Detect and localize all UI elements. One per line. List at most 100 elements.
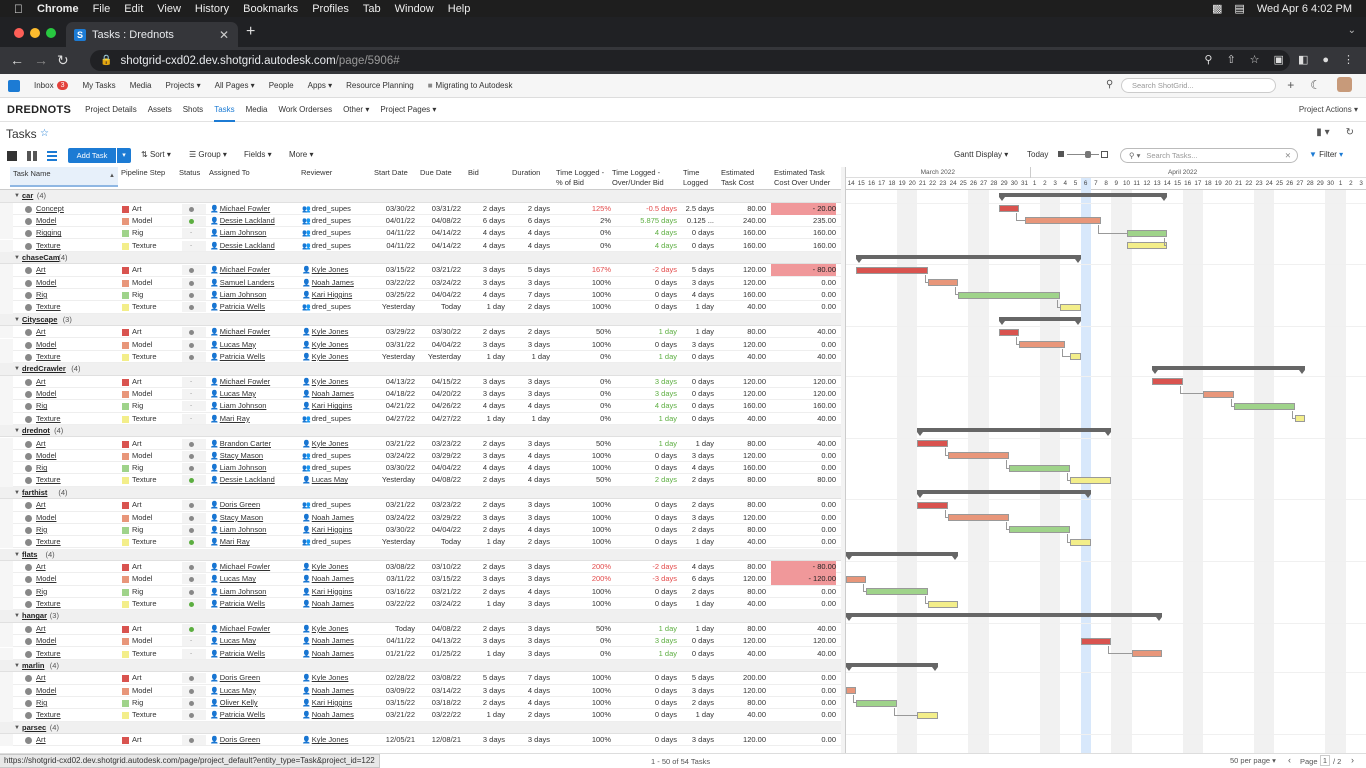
group-name[interactable]: dredCrawler [22, 364, 66, 374]
gantt-display-menu[interactable]: Gantt Display ▾ [954, 150, 1009, 159]
task-row[interactable]: Art Art 👤Doris Green 👤Kyle Jones 12/05/21 12/… [0, 734, 841, 747]
due-date[interactable]: 03/15/22 [431, 574, 461, 584]
gantt-task-bar[interactable] [999, 205, 1020, 213]
assigned-to-field[interactable]: 👤Michael Fowler [210, 623, 300, 636]
assignee-link[interactable]: Michael Fowler [219, 203, 271, 213]
bid[interactable]: 2 days [482, 562, 505, 572]
bid[interactable]: 3 days [482, 735, 505, 745]
reviewer-link[interactable]: Kari Higgins [311, 290, 353, 299]
gantt-task-bar[interactable] [927, 279, 959, 287]
bid[interactable]: 4 days [482, 463, 505, 473]
reload-icon[interactable]: ↻ [57, 52, 69, 68]
status-field[interactable] [182, 302, 206, 313]
reviewer-link[interactable]: Noah James [311, 574, 354, 584]
assigned-to-field[interactable]: 👤Patricia Wells [210, 301, 300, 314]
reviewer-field[interactable]: 👥dred_supes [302, 227, 374, 240]
col-header-overunder[interactable]: Time Logged - Over/Under Bid [612, 168, 664, 188]
task-row[interactable]: Texture Texture. 👤Mari Ray 👥dred_supes 04/27… [0, 412, 841, 425]
task-name-link[interactable]: Rig [36, 290, 48, 299]
task-row[interactable]: Rig Rig. 👤Liam Johnson 👤Kari Higgins 04/21/2… [0, 399, 841, 413]
assigned-to-field[interactable]: 👤Lucas May [210, 573, 300, 586]
start-date[interactable]: 04/01/22 [385, 215, 415, 225]
group-name[interactable]: farthist [22, 487, 48, 497]
status-field[interactable] [182, 698, 206, 708]
duration[interactable]: 4 days [527, 463, 550, 473]
due-date[interactable]: 03/14/22 [431, 685, 461, 695]
task-name-link[interactable]: Texture [36, 351, 61, 361]
nav-media[interactable]: Media [129, 81, 152, 90]
group-header-row[interactable]: ▼ chaseCam (4) [0, 251, 841, 265]
row-select-handle[interactable] [0, 697, 13, 710]
task-name-link[interactable]: Rigging [36, 228, 62, 238]
start-date[interactable]: Yesterday [381, 475, 415, 485]
assignee-link[interactable]: Samuel Landers [219, 277, 275, 287]
menu-bookmarks[interactable]: Bookmarks [234, 2, 298, 15]
row-select-handle[interactable] [0, 437, 13, 450]
row-select-handle[interactable] [0, 536, 13, 549]
bid[interactable]: 2 days [482, 203, 505, 213]
reviewer-link[interactable]: Kyle Jones [311, 351, 349, 361]
bid[interactable]: 2 days [482, 475, 505, 485]
gantt-task-bar[interactable] [846, 575, 867, 583]
assigned-to-field[interactable]: 👤Dessie Lackland [210, 474, 300, 487]
task-row[interactable]: Rig Rig 👤Liam Johnson 👤Kari Higgins 03/16/22… [0, 585, 841, 598]
bid[interactable]: 1 day [486, 302, 505, 312]
col-header-status[interactable]: Status [179, 168, 200, 178]
reviewer-link[interactable]: Kari Higgins [311, 698, 353, 707]
row-select-handle[interactable] [0, 734, 13, 747]
page-number-input[interactable]: 1 [1320, 755, 1330, 766]
task-row[interactable]: Model Model 👤Stacy Mason 👥dred_supes 03/24/2… [0, 449, 841, 463]
menu-help[interactable]: Help [438, 2, 471, 15]
bid[interactable]: 4 days [482, 401, 505, 411]
menu-profiles[interactable]: Profiles [303, 2, 349, 15]
gantt-task-bar[interactable] [1203, 390, 1234, 398]
assigned-to-field[interactable]: 👤Lucas May [210, 339, 300, 352]
new-tab-icon[interactable]: + [246, 23, 256, 40]
row-select-handle[interactable] [0, 239, 13, 252]
prev-page-icon[interactable]: ‹ [1288, 755, 1291, 765]
assigned-to-field[interactable]: 👤Michael Fowler [210, 561, 300, 574]
duration[interactable]: 2 days [527, 710, 550, 720]
reviewer-link[interactable]: Kyle Jones [311, 735, 349, 745]
due-date[interactable]: 01/25/22 [431, 648, 461, 658]
bid[interactable]: 4 days [482, 228, 505, 238]
due-date[interactable]: Today [440, 302, 461, 312]
gantt-task-bar[interactable] [856, 266, 928, 274]
reviewer-field[interactable]: 👤Kyle Jones [302, 351, 374, 364]
task-row[interactable]: Art Art 👤Michael Fowler 👤Kyle Jones 03/29/22… [0, 326, 841, 339]
task-row[interactable]: Texture Texture 👤Patricia Wells 👤Noah James… [0, 709, 841, 722]
reviewer-field[interactable]: 👤Kari Higgins [302, 400, 374, 413]
refresh-icon[interactable]: ↻ [1345, 127, 1354, 138]
bid[interactable]: 1 day [486, 648, 505, 658]
status-field[interactable] [182, 265, 206, 276]
bookmark-star-icon[interactable]: ☆ [1249, 54, 1260, 66]
task-row[interactable]: Model Model 👤Stacy Mason 👤Noah James 03/24/2… [0, 511, 841, 524]
status-field[interactable]: . [182, 634, 206, 647]
tab-assets[interactable]: Assets [147, 104, 172, 114]
status-field[interactable] [182, 537, 206, 548]
assignee-link[interactable]: Doris Green [219, 500, 261, 510]
reviewer-field[interactable]: 👤Noah James [302, 635, 374, 648]
due-date[interactable]: 03/22/22 [431, 710, 461, 720]
due-date[interactable]: 03/24/22 [431, 277, 461, 287]
assignee-link[interactable]: Stacy Mason [219, 512, 264, 522]
duration[interactable]: 3 days [527, 562, 550, 572]
row-select-handle[interactable] [0, 635, 13, 648]
start-date[interactable]: 03/24/22 [385, 450, 415, 460]
due-date[interactable]: 12/08/21 [431, 735, 461, 745]
task-name-link[interactable]: Texture [36, 475, 61, 485]
bid[interactable]: 4 days [482, 240, 505, 250]
nav-resource-planning[interactable]: Resource Planning [346, 81, 414, 90]
assignee-link[interactable]: Stacy Mason [219, 450, 264, 460]
clear-search-icon[interactable]: ✕ [1284, 151, 1291, 160]
bid[interactable]: 5 days [482, 673, 505, 683]
assigned-to-field[interactable]: 👤Doris Green [210, 734, 300, 747]
duration[interactable]: 3 days [527, 500, 550, 510]
menubar-clock[interactable]: Wed Apr 6 4:02 PM [1256, 2, 1352, 15]
duration[interactable]: 3 days [527, 599, 550, 608]
task-name-link[interactable]: Texture [36, 413, 61, 423]
start-date[interactable]: 03/30/22 [385, 524, 415, 534]
menu-edit[interactable]: Edit [115, 2, 143, 15]
assignee-link[interactable]: Michael Fowler [219, 265, 271, 275]
group-name[interactable]: Cityscape [22, 314, 58, 324]
